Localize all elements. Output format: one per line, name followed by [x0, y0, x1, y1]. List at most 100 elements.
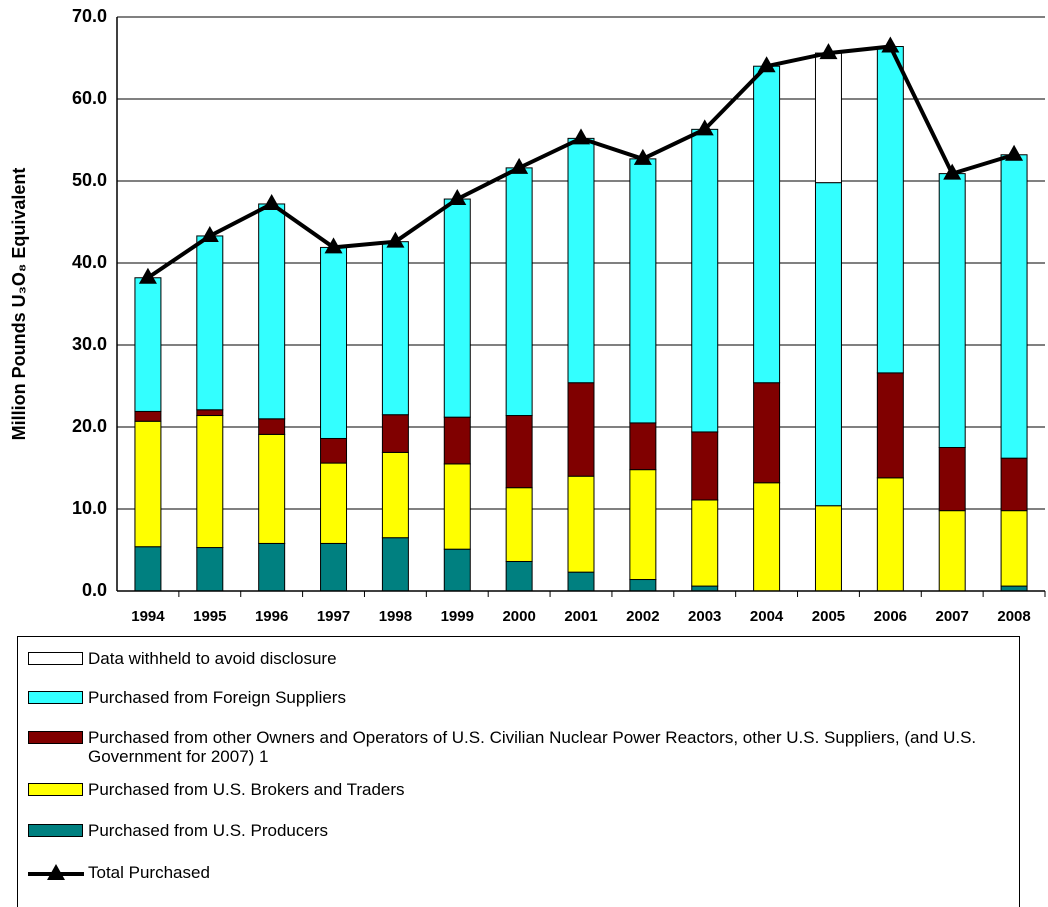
x-tick-label: 2000: [502, 608, 535, 625]
x-tick-label: 2003: [688, 608, 721, 625]
legend-swatch: [28, 691, 83, 704]
bar-segment: [505, 167, 533, 417]
bar-segment: [443, 463, 471, 550]
line-marker: [1005, 144, 1024, 161]
bar-segment: [753, 382, 781, 484]
x-tick-label: 2005: [812, 608, 845, 625]
legend-entry: Purchased from Foreign Suppliers: [28, 688, 1008, 707]
bar-segment: [381, 537, 409, 592]
bar-segment: [505, 415, 533, 489]
bar-segment: [134, 410, 162, 422]
line-marker: [262, 193, 281, 210]
bar-segment: [258, 433, 286, 544]
bar-segment: [196, 235, 224, 411]
bar-segment: [567, 571, 595, 592]
y-tick-label: 10.0: [72, 498, 107, 518]
legend-label: Purchased from U.S. Producers: [88, 821, 328, 840]
x-tick-label: 2004: [750, 608, 784, 625]
bar-segment: [567, 137, 595, 384]
bar-segment: [876, 46, 904, 374]
bar-segment: [814, 182, 842, 507]
x-tick-label: 1994: [131, 608, 165, 625]
bar-segment: [320, 437, 348, 464]
x-tick-label: 2006: [874, 608, 907, 625]
legend: Data withheld to avoid disclosure Purchas…: [17, 636, 1020, 907]
x-tick-label: 2007: [936, 608, 969, 625]
bar-segment: [567, 475, 595, 573]
bar-segment: [320, 542, 348, 592]
bar-segment: [1000, 510, 1028, 587]
bar-segment: [691, 431, 719, 501]
bar-segment: [814, 505, 842, 592]
legend-entry: Purchased from U.S. Producers: [28, 821, 1008, 840]
legend-label: Purchased from Foreign Suppliers: [88, 688, 346, 707]
legend-entry: Purchased from other Owners and Operator…: [28, 728, 1008, 766]
bar-segment: [1000, 457, 1028, 512]
legend-swatch: [28, 824, 83, 837]
x-tick-label: 1998: [379, 608, 412, 625]
y-axis-label: Million Pounds U₃O₈ Equivalent: [9, 168, 29, 441]
legend-swatch: [28, 731, 83, 744]
bar-segment: [938, 447, 966, 512]
bar-segment: [443, 548, 471, 592]
legend-label: Purchased from other Owners and Operator…: [88, 728, 977, 766]
bar-segment: [134, 420, 162, 548]
bar-segment: [753, 65, 781, 384]
y-tick-label: 20.0: [72, 416, 107, 436]
legend-entry: Purchased from U.S. Brokers and Traders: [28, 780, 1008, 799]
legend-swatch: [28, 864, 84, 880]
bar-segment: [505, 560, 533, 592]
bar-segment: [505, 487, 533, 562]
x-tick-label: 2001: [564, 608, 597, 625]
x-tick-label: 2002: [626, 608, 659, 625]
line-marker: [200, 225, 219, 242]
bar-segment: [629, 469, 657, 581]
bar-segment: [814, 52, 842, 184]
bar-segment: [258, 542, 286, 592]
bar-segment: [629, 158, 657, 424]
bar-segment: [134, 546, 162, 592]
legend-entry: Total Purchased: [28, 863, 1008, 882]
bar-segment: [1000, 154, 1028, 459]
bar-segment: [320, 462, 348, 544]
legend-marker: [47, 864, 65, 880]
bar-segment: [381, 451, 409, 539]
bar-segment: [381, 241, 409, 416]
line-marker: [881, 36, 900, 53]
bar-segment: [629, 422, 657, 471]
bar-segment: [258, 203, 286, 420]
line-marker: [695, 119, 714, 136]
bar-segment: [320, 246, 348, 439]
x-tick-label: 1995: [193, 608, 226, 625]
line-marker: [943, 163, 962, 180]
line-marker: [757, 56, 776, 73]
bar-segment: [134, 277, 162, 412]
legend-entry: Data withheld to avoid disclosure: [28, 649, 1008, 668]
bar-segment: [629, 579, 657, 592]
y-tick-label: 0.0: [82, 580, 107, 600]
bar-segment: [567, 382, 595, 477]
bar-segment: [753, 482, 781, 592]
bar-segment: [196, 547, 224, 592]
line-marker: [633, 148, 652, 165]
legend-label: Total Purchased: [88, 863, 210, 882]
y-tick-label: 30.0: [72, 334, 107, 354]
bar-segment: [443, 416, 471, 465]
x-tick-label: 1996: [255, 608, 288, 625]
bar-segment: [938, 510, 966, 592]
bar-segment: [691, 128, 719, 433]
bar-segment: [876, 477, 904, 592]
bar-segment: [691, 499, 719, 587]
line-marker: [448, 189, 467, 206]
line-marker: [510, 157, 529, 174]
legend-swatch: [28, 652, 83, 665]
y-tick-label: 40.0: [72, 252, 107, 272]
line-marker: [138, 267, 157, 284]
line-marker: [572, 128, 590, 145]
x-tick-label: 2008: [997, 608, 1030, 625]
chart: Million Pounds U₃O₈ Equivalent 0.0 10.0 20…: [9, 6, 1046, 625]
bar-segment: [876, 372, 904, 479]
y-tick-label: 50.0: [72, 170, 107, 190]
bar-segment: [443, 198, 471, 418]
